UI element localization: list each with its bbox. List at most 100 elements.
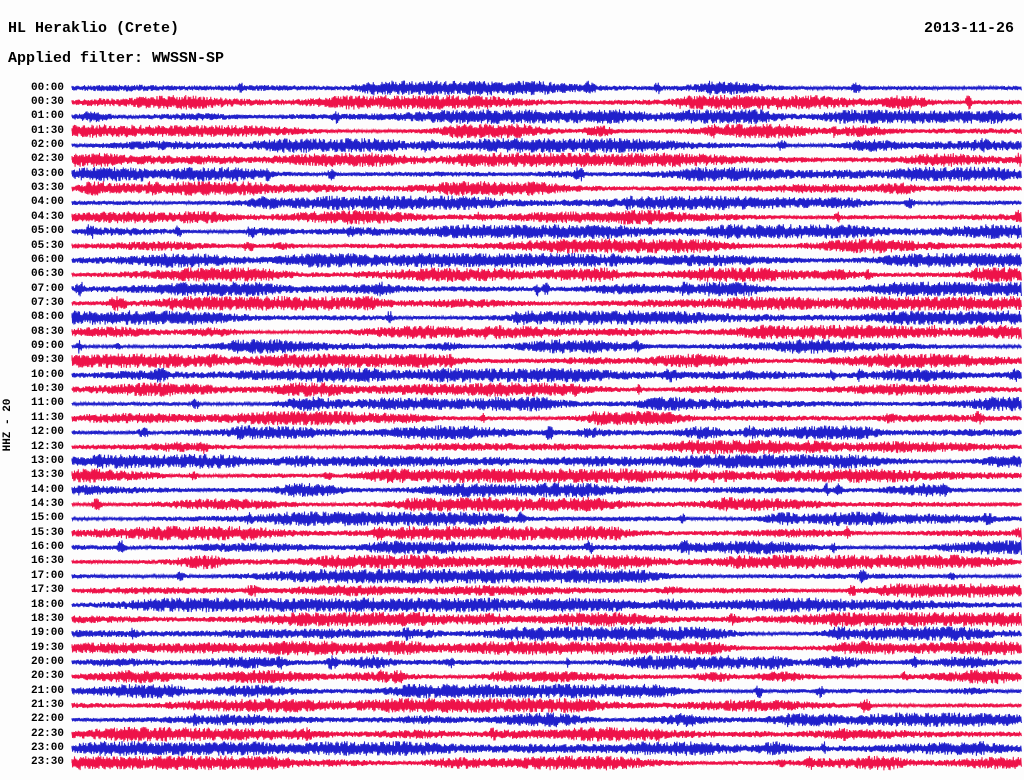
- trace-time-label: 08:30: [30, 325, 64, 338]
- seismogram-trace: [71, 439, 1022, 455]
- trace-time-label: 16:30: [30, 555, 64, 568]
- trace-time-label: 10:00: [30, 368, 64, 381]
- seismogram-trace: [71, 611, 1022, 627]
- trace-time-label: 08:00: [30, 311, 64, 324]
- trace-time-label: 09:00: [30, 340, 64, 352]
- seismogram-trace: [71, 94, 1022, 110]
- seismogram-trace: [71, 295, 1022, 311]
- trace-time-label: 18:00: [30, 598, 64, 611]
- trace-time-label: 03:00: [30, 167, 64, 180]
- trace-time-label: 02:30: [30, 153, 64, 166]
- seismogram-trace: [71, 396, 1022, 412]
- trace-time-label: 07:30: [30, 296, 64, 309]
- trace-time-label: 10:30: [30, 383, 64, 396]
- seismogram-trace: [71, 540, 1022, 555]
- trace-time-label: 19:00: [30, 627, 64, 640]
- seismogram-trace: [71, 741, 1022, 756]
- seismogram-trace: [71, 626, 1022, 642]
- seismogram-trace: [71, 382, 1022, 397]
- seismogram-trace: [71, 640, 1022, 656]
- seismogram-trace: [71, 669, 1022, 685]
- seismogram-trace: [71, 597, 1022, 613]
- seismogram-trace: [71, 166, 1022, 182]
- station-title: HL Heraklio (Crete): [8, 20, 180, 37]
- seismogram-trace: [71, 195, 1022, 211]
- seismogram-trace: [71, 525, 1022, 541]
- trace-time-label: 03:30: [30, 182, 64, 194]
- seismogram-trace: [71, 137, 1022, 153]
- trace-time-label: 22:30: [30, 727, 64, 740]
- trace-time-label: 01:30: [30, 124, 64, 137]
- seismogram-trace: [71, 554, 1022, 570]
- trace-time-label: 20:00: [30, 655, 64, 668]
- seismogram-trace: [71, 654, 1022, 670]
- trace-time-label: 22:00: [30, 713, 64, 726]
- seismogram-trace: [71, 209, 1022, 225]
- applied-filter-label: Applied filter: WWSSN-SP: [8, 50, 225, 67]
- trace-time-label: 06:30: [30, 268, 64, 281]
- trace-time-label: 21:30: [30, 699, 64, 711]
- trace-time-label: 02:00: [30, 138, 64, 151]
- seismogram-trace: [71, 511, 1022, 527]
- seismogram-trace: [71, 152, 1022, 168]
- trace-time-label: 07:00: [30, 282, 64, 295]
- trace-time-label: 17:00: [30, 569, 64, 582]
- seismogram-trace: [71, 80, 1022, 96]
- seismogram-trace: [71, 281, 1022, 297]
- seismogram-trace: [71, 252, 1022, 268]
- trace-time-label: 12:30: [30, 440, 64, 453]
- seismogram-trace: [71, 109, 1022, 125]
- seismogram-trace: [71, 123, 1022, 139]
- trace-time-label: 05:30: [30, 239, 64, 252]
- seismogram-trace: [71, 353, 1022, 369]
- trace-time-label: 04:00: [30, 196, 64, 209]
- trace-time-label: 11:30: [30, 411, 64, 424]
- trace-time-label: 05:00: [30, 225, 64, 238]
- trace-time-label: 09:30: [30, 354, 64, 367]
- seismogram-trace: [71, 698, 1022, 713]
- seismogram-trace: [71, 310, 1022, 326]
- seismogram-trace: [71, 324, 1022, 340]
- seismogram-trace: [71, 453, 1022, 469]
- trace-time-label: 11:00: [30, 397, 64, 410]
- trace-time-label: 14:30: [30, 497, 64, 510]
- trace-time-label: 04:30: [30, 210, 64, 223]
- seismogram-trace: [71, 468, 1022, 484]
- seismogram-trace: [71, 683, 1022, 699]
- trace-time-label: 00:00: [30, 81, 64, 94]
- trace-time-label: 01:00: [30, 110, 64, 123]
- trace-time-label: 15:00: [30, 512, 64, 525]
- trace-time-label: 12:00: [30, 426, 64, 439]
- seismogram-trace: [71, 339, 1022, 354]
- seismogram-trace: [71, 712, 1022, 728]
- seismogram-trace: [71, 568, 1022, 584]
- seismogram-trace: [71, 425, 1022, 441]
- trace-time-label: 20:30: [30, 670, 64, 683]
- seismogram-trace: [71, 224, 1022, 240]
- seismogram-trace: [71, 482, 1022, 498]
- seismogram-trace: [71, 755, 1022, 771]
- trace-time-label: 19:30: [30, 641, 64, 654]
- trace-time-label: 21:00: [30, 684, 64, 697]
- seismogram-trace: [71, 238, 1022, 254]
- trace-time-label: 00:30: [30, 95, 64, 108]
- trace-time-label: 06:00: [30, 253, 64, 266]
- trace-time-label: 14:00: [30, 483, 64, 496]
- seismogram-trace: [71, 367, 1022, 383]
- plot-date: 2013-11-26: [923, 20, 1014, 37]
- seismogram-trace: [71, 497, 1022, 512]
- trace-time-label: 23:00: [30, 742, 64, 755]
- trace-time-label: 13:30: [30, 469, 64, 482]
- seismogram-trace: [71, 267, 1022, 283]
- seismogram-trace: [71, 181, 1022, 196]
- trace-time-label: 16:00: [30, 541, 64, 553]
- trace-time-label: 18:30: [30, 612, 64, 625]
- seismogram-trace: [71, 410, 1022, 426]
- trace-time-label: 13:00: [30, 454, 64, 467]
- trace-time-label: 17:30: [30, 584, 64, 597]
- trace-time-label: 23:30: [30, 756, 64, 769]
- seismogram-trace: [71, 726, 1022, 742]
- seismogram-trace: [71, 583, 1022, 598]
